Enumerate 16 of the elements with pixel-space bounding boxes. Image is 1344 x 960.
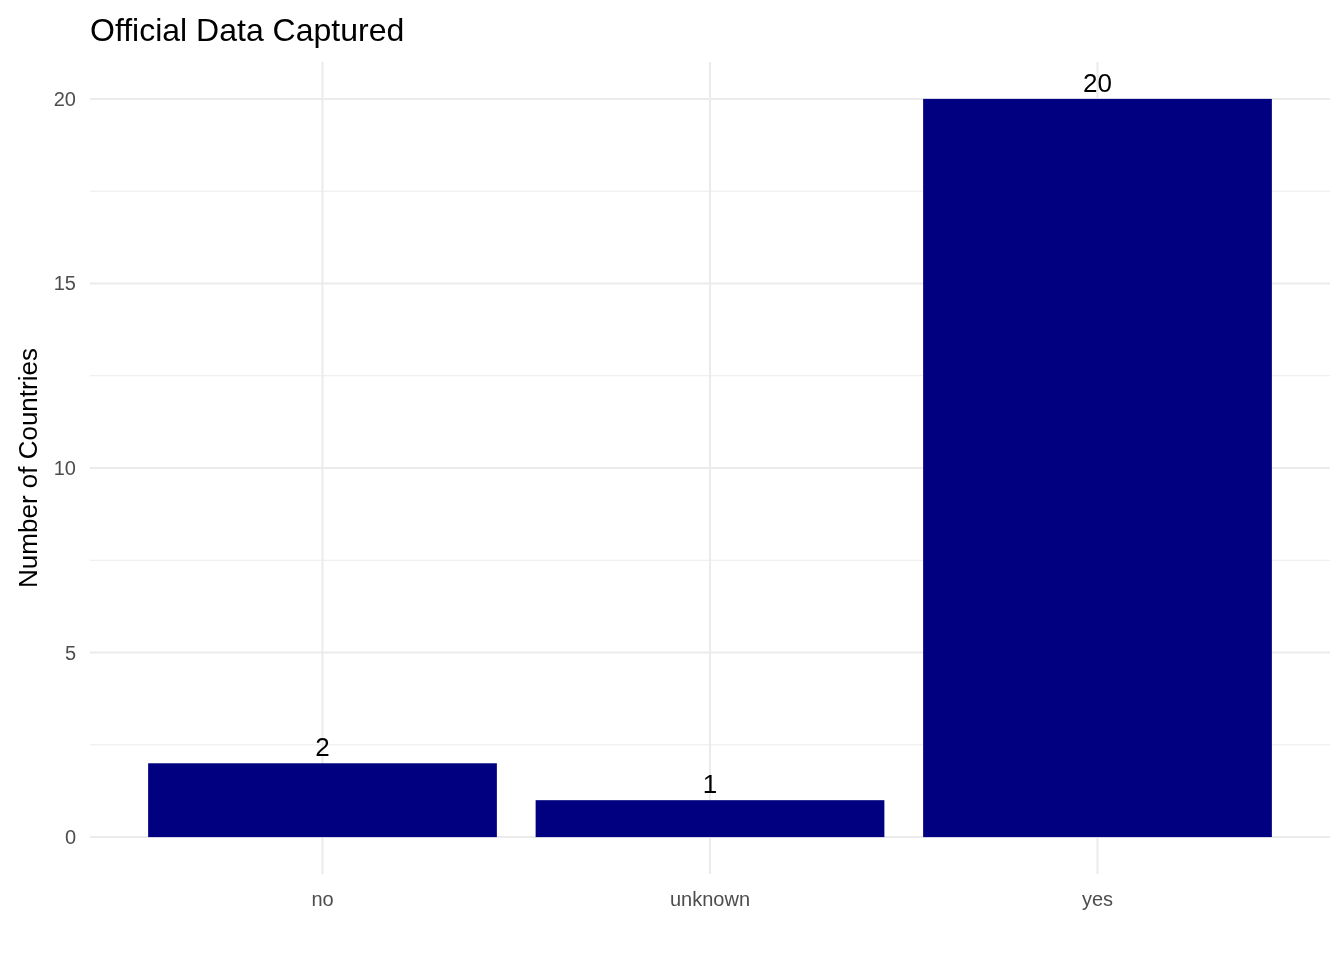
y-axis-title: Number of Countries [13, 348, 43, 588]
data-label: 2 [315, 732, 330, 763]
bar [148, 763, 497, 838]
y-tick-label: 10 [53, 457, 76, 479]
data-label: 20 [1083, 67, 1112, 98]
y-tick-label: 20 [53, 87, 76, 110]
y-tick-label: 0 [64, 826, 76, 849]
data-label: 1 [702, 769, 718, 800]
chart-title: Official Data Captured [90, 12, 405, 48]
bar [923, 98, 1272, 838]
y-tick-label: 15 [53, 272, 76, 295]
x-tick-label: unknown [669, 888, 751, 910]
x-tick-label: yes [1081, 888, 1114, 910]
bar [535, 800, 885, 838]
y-tick-label: 5 [64, 641, 76, 664]
x-tick-label: no [311, 888, 334, 910]
